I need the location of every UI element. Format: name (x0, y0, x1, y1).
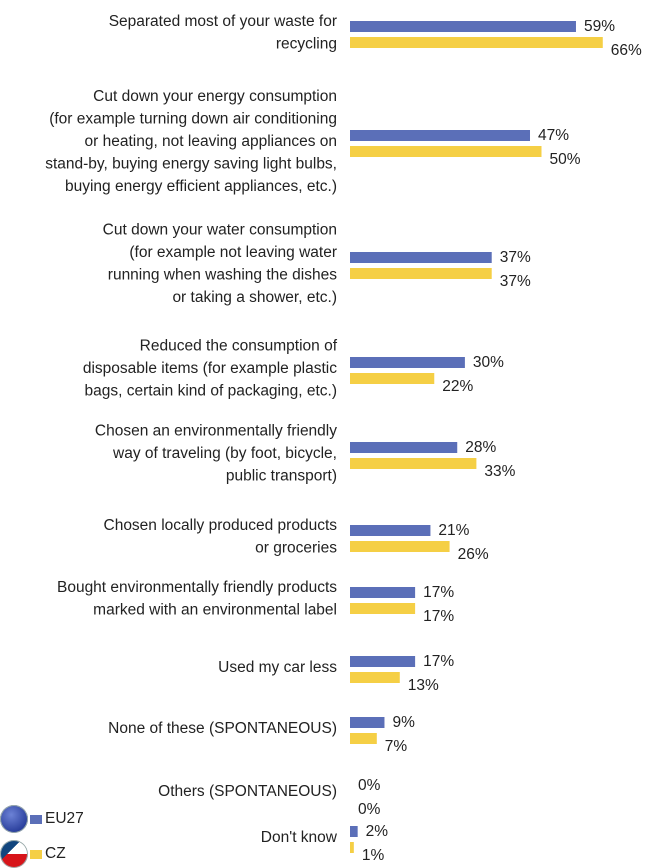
value-label-eu27: 37% (500, 249, 531, 266)
legend-swatch-eu27 (30, 814, 42, 824)
bar-cz-7 (350, 672, 400, 683)
value-label-cz: 17% (423, 608, 454, 625)
category-label: Others (SPONTANEOUS) (158, 783, 337, 800)
bar-cz-8 (350, 733, 377, 744)
cz-flag-icon (0, 840, 28, 868)
bar-eu27-2 (350, 252, 492, 263)
legend-label-eu27: EU27 (45, 810, 84, 827)
bar-eu27-10 (350, 826, 358, 837)
value-label-eu27: 0% (358, 777, 381, 794)
value-label-cz: 50% (550, 151, 581, 168)
value-label-eu27: 17% (423, 653, 454, 670)
bar-eu27-6 (350, 587, 416, 598)
value-label-cz: 66% (611, 42, 642, 59)
value-label-cz: 26% (458, 546, 489, 563)
category-label: (for example turning down air conditioni… (49, 111, 337, 128)
value-label-eu27: 17% (423, 584, 454, 601)
bar-eu27-4 (350, 442, 458, 453)
value-label-cz: 13% (408, 677, 439, 694)
bar-cz-0 (350, 37, 603, 48)
category-label: Used my car less (218, 659, 337, 676)
category-label: public transport) (226, 468, 337, 485)
legend-item-eu27: EU27 (0, 805, 84, 833)
category-label: Bought environmentally friendly products (57, 579, 337, 596)
value-label-cz: 1% (362, 847, 385, 864)
category-label: stand-by, buying energy saving light bul… (45, 156, 337, 173)
bar-eu27-8 (350, 717, 385, 728)
category-label: bags, certain kind of packaging, etc.) (85, 383, 337, 400)
bar-cz-1 (350, 146, 542, 157)
value-label-eu27: 59% (584, 18, 615, 35)
category-label: None of these (SPONTANEOUS) (108, 720, 337, 737)
bar-eu27-1 (350, 130, 531, 141)
category-label: way of traveling (by foot, bicycle, (112, 445, 337, 462)
category-label: Don't know (261, 829, 338, 846)
bar-cz-10 (350, 842, 354, 853)
value-label-cz: 33% (484, 463, 515, 480)
bar-eu27-3 (350, 357, 465, 368)
bar-cz-4 (350, 458, 477, 469)
value-label-eu27: 9% (392, 714, 415, 731)
category-label: buying energy efficient appliances, etc.… (65, 178, 337, 195)
bar-eu27-0 (350, 21, 576, 32)
category-label: or groceries (255, 539, 337, 556)
value-label-eu27: 2% (366, 823, 389, 840)
category-label: marked with an environmental label (93, 601, 337, 618)
category-label: disposable items (for example plastic (83, 360, 337, 377)
eu-flag-icon (0, 805, 28, 833)
category-label: running when washing the dishes (108, 266, 337, 283)
value-label-cz: 37% (500, 273, 531, 290)
value-label-eu27: 47% (538, 127, 569, 144)
category-label: Separated most of your waste for (109, 13, 337, 30)
category-label: Reduced the consumption of (140, 338, 338, 355)
category-label: Cut down your energy consumption (93, 88, 337, 105)
legend-item-cz: CZ (0, 840, 66, 868)
bar-eu27-5 (350, 525, 431, 536)
value-label-cz: 7% (385, 738, 408, 755)
legend-label-cz: CZ (45, 845, 66, 862)
value-label-cz: 22% (442, 378, 473, 395)
bar-eu27-7 (350, 656, 416, 667)
category-label: (for example not leaving water (129, 244, 337, 261)
bar-cz-6 (350, 603, 416, 614)
bar-cz-2 (350, 268, 492, 279)
bar-cz-5 (350, 541, 450, 552)
category-label: Chosen locally produced products (104, 517, 338, 534)
category-label: or heating, not leaving appliances on (85, 133, 338, 150)
value-label-eu27: 30% (473, 354, 504, 371)
category-label: recycling (276, 35, 337, 52)
category-label: Cut down your water consumption (103, 221, 337, 238)
category-label: or taking a shower, etc.) (172, 289, 337, 306)
bar-cz-3 (350, 373, 435, 384)
value-label-cz: 0% (358, 801, 381, 818)
value-label-eu27: 28% (465, 439, 496, 456)
legend-swatch-cz (30, 849, 42, 859)
category-label: Chosen an environmentally friendly (95, 423, 337, 440)
value-label-eu27: 21% (438, 522, 469, 539)
